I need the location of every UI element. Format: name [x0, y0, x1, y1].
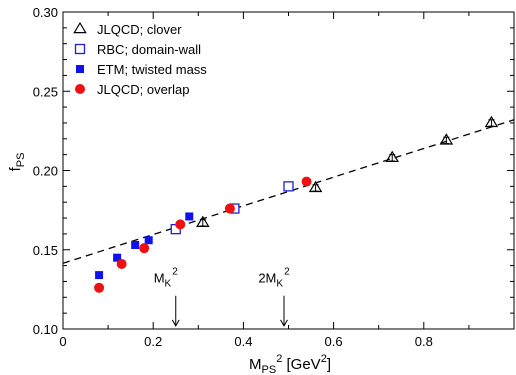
- data-point: [116, 259, 127, 270]
- x-tick-label: 0.6: [325, 334, 343, 349]
- open-square-marker: [283, 181, 294, 192]
- triangle-marker: [196, 215, 210, 228]
- triangle-marker: [484, 115, 499, 128]
- plot-border: [62, 11, 515, 330]
- data-point: [95, 271, 104, 280]
- plot-frame: 0 0.2 0.4 0.6 0.8 0.10 0.15 0.20 0.25 0.30: [33, 5, 515, 349]
- filled-circle-marker: [94, 282, 105, 293]
- data-point: [131, 240, 140, 249]
- open-square-marker: [74, 43, 86, 55]
- x-tick-label: 0.8: [415, 334, 433, 349]
- filled-square-marker: [185, 212, 194, 221]
- filled-square-marker: [76, 65, 84, 73]
- annotation-arrowhead: [171, 319, 180, 327]
- legend-entry: RBC; domain-wall: [74, 42, 201, 57]
- filled-circle-marker: [75, 84, 85, 94]
- filled-circle-marker: [224, 203, 235, 214]
- legend-label: ETM; twisted mass: [97, 62, 207, 77]
- triangle-marker: [308, 180, 323, 193]
- y-tick-label: 0.30: [33, 5, 58, 20]
- legend-label: JLQCD; clover: [97, 22, 182, 37]
- data-point: [439, 133, 454, 145]
- filled-circle-marker: [175, 219, 186, 230]
- data-point: [185, 212, 194, 221]
- triangle-marker: [439, 133, 454, 145]
- data-point: [301, 176, 312, 187]
- filled-square-marker: [131, 240, 140, 249]
- fit-line-group: [62, 119, 515, 264]
- data-point: [308, 180, 323, 193]
- x-tick-label: 0.4: [234, 334, 252, 349]
- data-point: [283, 181, 294, 192]
- triangle-marker: [73, 21, 87, 34]
- annotation-arrowhead: [280, 319, 288, 327]
- legend-label: JLQCD; overlap: [97, 82, 189, 97]
- annotations: MK2 2MK2: [154, 267, 290, 327]
- filled-circle-marker: [301, 176, 312, 187]
- legend: JLQCD; clover RBC; domain-wall ETM; twiste…: [73, 21, 207, 97]
- y-tick-label: 0.10: [33, 322, 58, 337]
- series-2: [95, 212, 194, 280]
- annotation-1: 2MK2: [258, 267, 290, 327]
- legend-entry: JLQCD; clover: [73, 21, 182, 37]
- data-point: [196, 215, 210, 228]
- data-point: [175, 219, 186, 230]
- data-point: [144, 236, 153, 245]
- x-tick-label: 0.2: [144, 334, 162, 349]
- y-tick-label: 0.15: [33, 243, 58, 258]
- triangle-marker: [385, 150, 399, 163]
- annotation-label: MK2: [154, 267, 179, 290]
- filled-square-marker: [144, 236, 153, 245]
- x-tick-label: 0: [59, 334, 66, 349]
- filled-circle-marker: [139, 243, 150, 254]
- data-marks: [94, 115, 499, 293]
- axes-text: fPS MPS2 [GeV2]: [7, 153, 331, 375]
- annotation-label: 2MK2: [258, 267, 290, 290]
- filled-square-marker: [113, 253, 122, 262]
- data-point: [224, 203, 235, 214]
- data-point: [484, 115, 499, 128]
- series-3: [94, 176, 312, 293]
- annotation-0: MK2: [154, 267, 180, 327]
- data-point: [139, 243, 150, 254]
- legend-entry: ETM; twisted mass: [76, 62, 207, 77]
- y-tick-label: 0.20: [33, 164, 58, 179]
- legend-label: RBC; domain-wall: [97, 42, 201, 57]
- data-point: [385, 150, 399, 163]
- data-point: [94, 282, 105, 293]
- series-0: [196, 115, 499, 228]
- y-tick-label: 0.25: [33, 84, 58, 99]
- filled-circle-marker: [116, 259, 127, 270]
- filled-square-marker: [95, 271, 104, 280]
- y-axis-title: fPS: [7, 153, 27, 172]
- x-axis-title: MPS2 [GeV2]: [249, 353, 331, 375]
- fit-line: [62, 119, 515, 264]
- legend-entry: JLQCD; overlap: [75, 82, 189, 97]
